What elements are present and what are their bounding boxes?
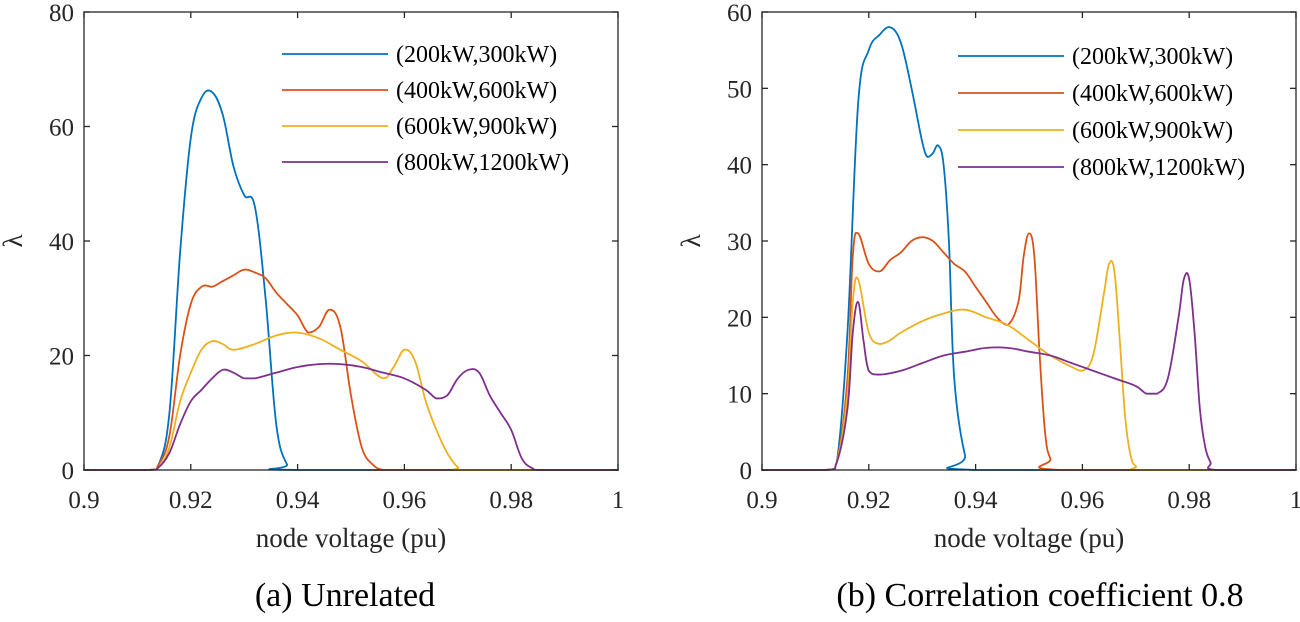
legend: (200kW,300kW) (400kW,600kW) (600kW,900kW) (… (282, 42, 569, 176)
series-line-4 (83, 362, 619, 471)
x-tick-label: 0.96 (383, 487, 427, 514)
series-line-3 (761, 259, 1297, 471)
y-tick-label: 0 (740, 458, 753, 485)
chart-panel-a: 0.9 0.92 0.94 0.96 0.98 1 0 20 40 60 80 node voltag… (0, 0, 624, 614)
x-tick-label: 0.94 (276, 487, 320, 514)
y-tick-label: 30 (727, 229, 752, 256)
y-tick-label: 60 (49, 115, 74, 142)
x-tick-label: 0.94 (954, 487, 998, 514)
legend-entry-3: (600kW,900kW) (396, 114, 557, 140)
x-tick-label: 0.98 (489, 487, 533, 514)
y-tick-label: 40 (727, 153, 752, 180)
x-tick-label: 0.96 (1061, 487, 1105, 514)
legend-entry-1: (200kW,300kW) (396, 42, 557, 68)
y-tick-label: 60 (727, 0, 752, 27)
legend-entry-1: (200kW,300kW) (1072, 44, 1233, 70)
x-tick-label: 0.92 (169, 487, 213, 514)
legend: (200kW,300kW) (400kW,600kW) (600kW,900kW) (… (958, 44, 1245, 181)
chart-caption: (a) Unrelated (255, 577, 435, 614)
y-tick-label: 80 (49, 0, 74, 27)
legend-entry-4: (800kW,1200kW) (1072, 155, 1245, 181)
y-tick-label: 10 (727, 382, 752, 409)
legend-entry-2: (400kW,600kW) (396, 78, 557, 104)
y-tick-label: 20 (49, 344, 74, 371)
x-tick-label: 0.9 (68, 487, 99, 514)
x-axis-label: node voltage (pu) (934, 523, 1124, 553)
x-tick-label: 0.92 (847, 487, 891, 514)
y-tick-label: 40 (49, 229, 74, 256)
x-tick-label: 1 (1290, 487, 1300, 514)
legend-entry-3: (600kW,900kW) (1072, 118, 1233, 144)
x-tick-label: 0.9 (746, 487, 777, 514)
y-tick-label: 50 (727, 76, 752, 103)
legend-entry-4: (800kW,1200kW) (396, 150, 569, 176)
series-line-3 (83, 331, 619, 471)
x-tick-label: 0.98 (1167, 487, 1211, 514)
series-line-2 (83, 268, 619, 471)
series-line-1 (83, 89, 619, 471)
x-axis-label: node voltage (pu) (256, 523, 446, 553)
series-line-1 (761, 26, 1297, 471)
chart-caption: (b) Correlation coefficient 0.8 (836, 577, 1243, 614)
series-line-2 (761, 231, 1297, 471)
y-tick-label: 20 (727, 305, 752, 332)
x-tick-label: 1 (612, 487, 625, 514)
y-axis-label: λ (0, 234, 28, 247)
y-tick-label: 0 (62, 458, 75, 485)
series-line-4 (761, 272, 1297, 471)
y-axis-label: λ (676, 234, 706, 247)
legend-entry-2: (400kW,600kW) (1072, 81, 1233, 107)
